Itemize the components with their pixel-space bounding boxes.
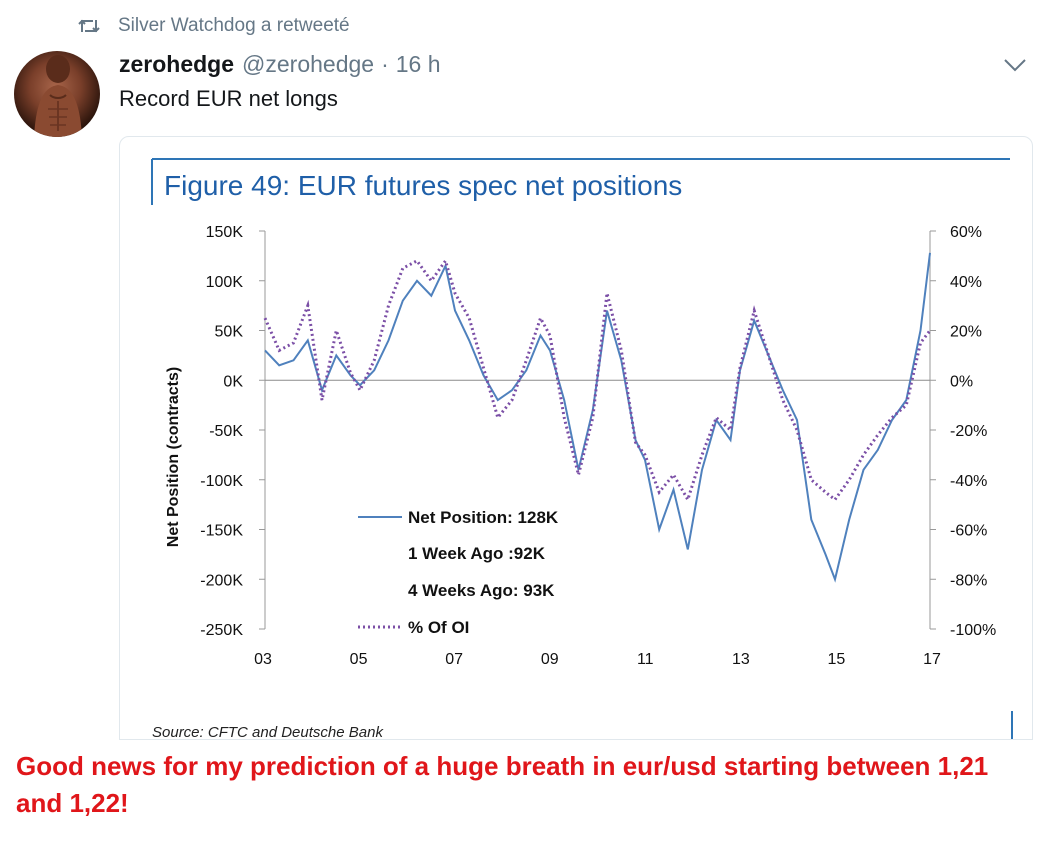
legend-entry: 1 Week Ago :92K	[408, 544, 546, 563]
tweet-header: zerohedge @zerohedge · 16 h	[119, 48, 441, 80]
left-tick-label: -250K	[200, 622, 243, 639]
retweet-context-text: Silver Watchdog a retweeté	[118, 15, 350, 36]
left-tick-label: -100K	[200, 473, 243, 490]
chart-source: Source: CFTC and Deutsche Bank	[152, 724, 384, 739]
image-caption: Good news for my prediction of a huge br…	[16, 751, 989, 818]
right-tick-label: 0%	[950, 373, 973, 390]
left-tick-label: 150K	[206, 224, 244, 241]
retweet-icon	[78, 19, 100, 33]
series-pct-oi-line	[263, 257, 932, 504]
chart-title: Figure 49: EUR futures spec net position…	[164, 170, 682, 201]
legend-entry: Net Position: 128K	[408, 508, 559, 527]
display-name[interactable]: zerohedge	[119, 50, 235, 77]
right-tick-label: 40%	[950, 274, 982, 291]
series-net-position-line	[264, 252, 931, 583]
right-tick-label: -40%	[950, 473, 987, 490]
tweet-media-card[interactable]: Figure 49: EUR futures spec net position…	[119, 136, 1033, 740]
right-tick-label: -100%	[950, 622, 996, 639]
right-tick-label: 20%	[950, 324, 982, 341]
header-separator: ·	[381, 50, 389, 77]
left-tick-label: -200K	[200, 572, 243, 589]
x-tick-label: 07	[445, 651, 463, 668]
left-tick-label: -150K	[200, 523, 243, 540]
left-tick-label: 50K	[215, 324, 244, 341]
legend-entry: 4 Weeks Ago: 93K	[408, 581, 555, 600]
right-tick-label: 60%	[950, 224, 982, 241]
right-tick-label: -60%	[950, 523, 987, 540]
retweet-context[interactable]: Silver Watchdog a retweeté	[78, 12, 350, 40]
tweet-text: Record EUR net longs	[119, 86, 338, 111]
left-tick-label: 100K	[206, 274, 244, 291]
legend-entry: % Of OI	[408, 618, 469, 637]
x-tick-label: 13	[732, 651, 750, 668]
avatar[interactable]	[14, 51, 100, 137]
avatar-image	[34, 55, 82, 137]
x-tick-label: 05	[350, 651, 368, 668]
user-handle[interactable]: @zerohedge	[242, 50, 375, 77]
y-axis-label: Net Position (contracts)	[165, 367, 182, 547]
tweet-timestamp[interactable]: 16 h	[395, 50, 441, 77]
right-tick-label: -20%	[950, 423, 987, 440]
right-tick-label: -80%	[950, 572, 987, 589]
chevron-down-icon[interactable]	[1002, 56, 1028, 74]
left-tick-label: 0K	[223, 373, 243, 390]
x-tick-label: 17	[923, 651, 941, 668]
legend: Net Position: 128K 1 Week Ago :92K 4 Wee…	[358, 508, 559, 637]
chart: Figure 49: EUR futures spec net position…	[151, 158, 1013, 739]
x-tick-label: 11	[637, 651, 654, 668]
left-tick-label: -50K	[209, 423, 243, 440]
x-tick-label: 09	[541, 651, 559, 668]
x-tick-label: 15	[828, 651, 846, 668]
x-tick-label: 03	[254, 651, 272, 668]
